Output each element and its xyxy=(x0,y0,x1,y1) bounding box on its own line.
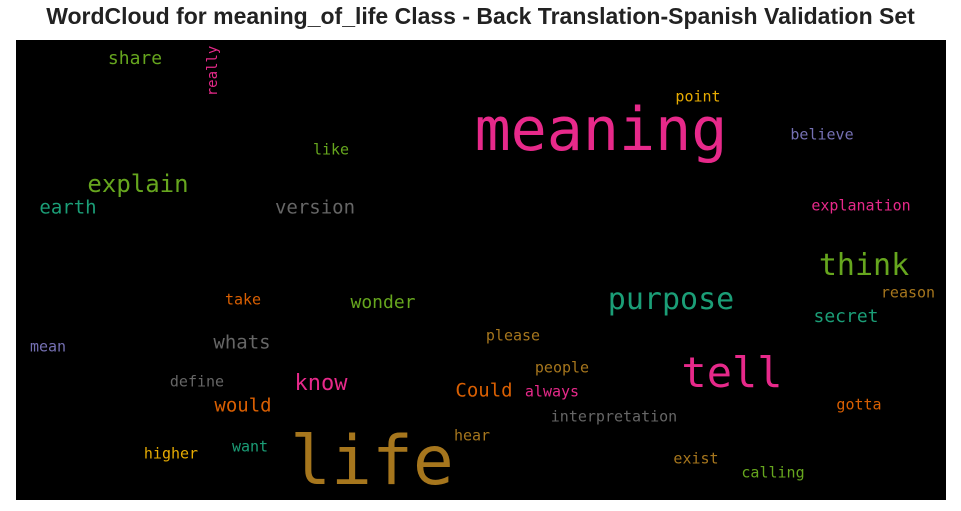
word-really: really xyxy=(205,45,221,97)
word-know: know xyxy=(294,371,348,396)
word-want: want xyxy=(231,437,269,456)
word-exist: exist xyxy=(673,449,719,468)
word-define: define xyxy=(169,372,225,391)
word-think: think xyxy=(818,248,910,283)
word-secret: secret xyxy=(813,306,879,327)
word-people: people xyxy=(534,358,590,377)
word-could: Could xyxy=(455,379,513,402)
word-explain: explain xyxy=(87,170,189,198)
word-gotta: gotta xyxy=(836,395,882,414)
word-explanation: explanation xyxy=(811,196,911,215)
word-would: would xyxy=(214,394,272,417)
word-purpose: purpose xyxy=(607,282,735,317)
word-hear: hear xyxy=(453,426,491,445)
word-reason: reason xyxy=(880,283,936,302)
word-tell: tell xyxy=(681,348,783,397)
word-whats: whats xyxy=(213,331,271,354)
chart-title: WordCloud for meaning_of_life Class - Ba… xyxy=(46,3,915,29)
word-point: point xyxy=(675,87,721,106)
word-calling: calling xyxy=(741,463,805,482)
word-always: always xyxy=(524,382,580,401)
wordcloud-canvas: meaning life tell purpose think explain … xyxy=(16,40,946,500)
word-believe: believe xyxy=(790,125,854,144)
word-please: please xyxy=(485,326,541,345)
word-like: like xyxy=(312,140,350,159)
word-interpretation: interpretation xyxy=(550,407,678,426)
word-wonder: wonder xyxy=(350,292,416,313)
word-life: life xyxy=(290,422,454,500)
word-mean: mean xyxy=(29,337,67,356)
word-higher: higher xyxy=(143,444,199,463)
word-meaning: meaning xyxy=(474,95,728,165)
word-earth: earth xyxy=(39,196,97,219)
word-version: version xyxy=(274,196,356,219)
word-take: take xyxy=(224,290,262,309)
word-share: share xyxy=(107,48,163,69)
